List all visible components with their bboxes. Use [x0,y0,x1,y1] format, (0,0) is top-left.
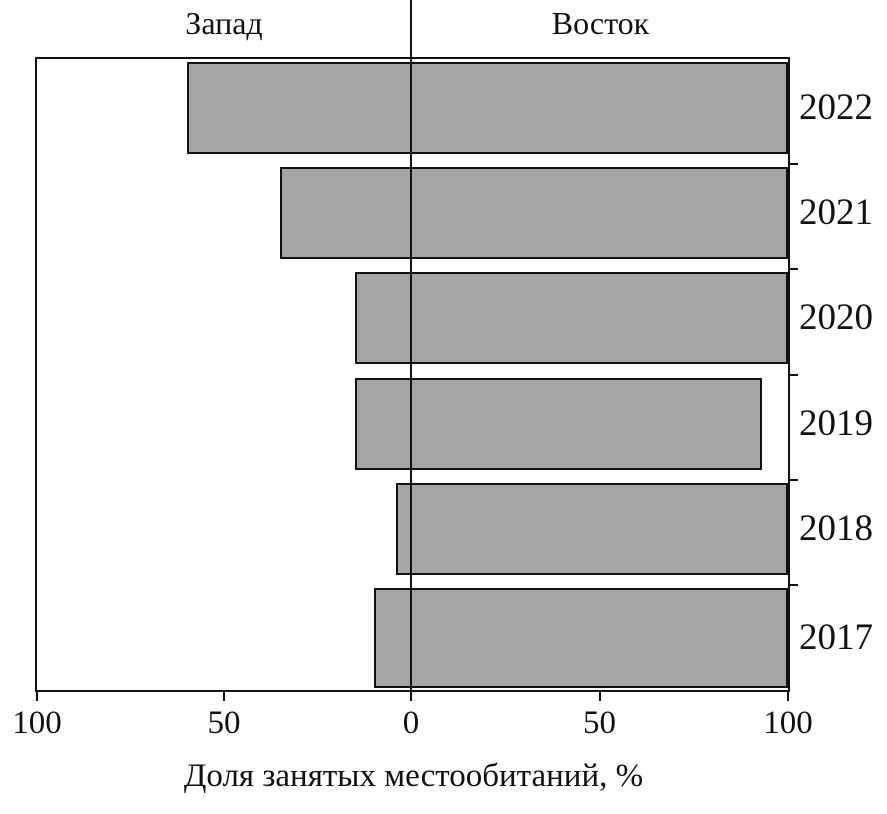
x-axis-title: Доля занятых местообитаний, % [183,758,644,794]
category-label-2017: 2017 [799,616,873,658]
category-label-2022: 2022 [799,87,873,129]
x-tick-mark [36,692,38,701]
bar-2021 [280,167,788,260]
x-tick-mark [223,692,225,701]
west-axis-title: Запад [185,5,263,41]
x-tick-label: 0 [402,705,420,741]
x-tick-mark [598,692,601,701]
bar-2018 [396,482,788,575]
x-tick-label: 50 [583,705,616,741]
category-label-2020: 2020 [799,297,873,339]
category-label-2021: 2021 [799,192,873,234]
east-axis-title: Восток [551,5,650,41]
category-tick [789,163,798,166]
plot-area [35,57,790,692]
bar-2017 [373,587,788,688]
x-tick-mark [410,692,412,701]
bar-2019 [354,377,762,470]
x-tick-mark [787,692,789,701]
category-tick [789,268,798,271]
category-label-2019: 2019 [799,402,873,444]
zero-axis-line [410,0,412,692]
x-tick-label: 50 [207,705,241,741]
category-tick [789,478,798,481]
x-tick-label: 100 [763,705,813,741]
category-tick [789,583,798,586]
bar-2022 [186,62,788,155]
category-tick [789,373,798,376]
bar-2020 [354,272,788,365]
x-tick-label: 100 [12,705,62,741]
category-label-2018: 2018 [799,507,873,549]
